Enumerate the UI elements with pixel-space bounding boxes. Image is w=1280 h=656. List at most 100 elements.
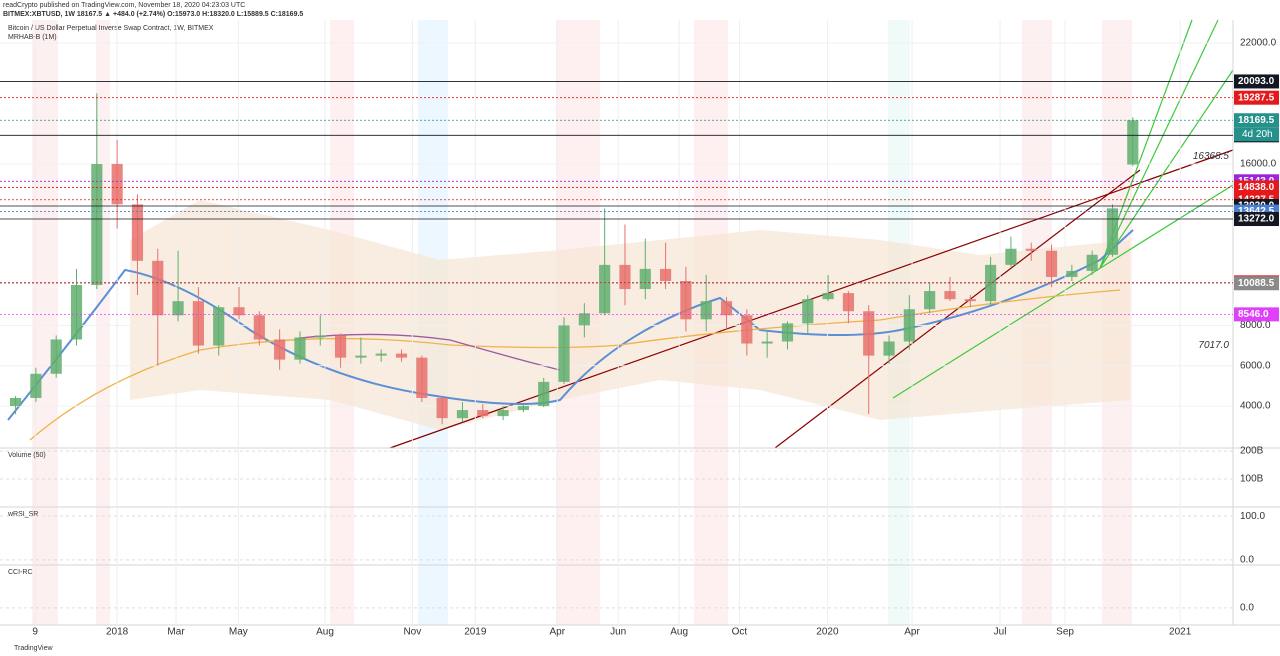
y-tick-label: 22000.0 [1240, 38, 1277, 49]
y-tick-label: 6000.0 [1240, 360, 1271, 371]
candle-body [355, 355, 367, 358]
pane-title: Volume (50) [8, 452, 46, 459]
candle-body [924, 291, 936, 310]
x-tick-label: Apr [904, 627, 920, 638]
footer: TradingView [14, 645, 53, 652]
candle-body [781, 323, 794, 342]
pane-title: CCI-RC [8, 569, 33, 576]
x-tick-label: 2021 [1169, 627, 1192, 638]
candle-body [1106, 208, 1119, 255]
candle-body [9, 397, 22, 407]
y-tick-label: 16000.0 [1240, 159, 1277, 170]
price-level-label: 18169.5 [1238, 115, 1275, 126]
candle-body [294, 337, 306, 360]
annotation: 7017.0 [1198, 340, 1229, 351]
candle-body [1086, 254, 1098, 271]
y-tick-label: 200B [1240, 446, 1264, 457]
candle-body [436, 397, 448, 419]
candle-body [416, 357, 428, 398]
chart-subtitle: MRHAB-B (1M) [8, 34, 57, 41]
y-tick-label: 100.0 [1240, 511, 1265, 522]
candle-body [91, 164, 103, 286]
x-tick-label: 2020 [816, 627, 839, 638]
candle-body [1025, 248, 1037, 251]
y-tick-label: 0.0 [1240, 555, 1254, 566]
chart-title: Bitcoin / US Dollar Perpetual Inverse Sw… [8, 25, 214, 32]
y-tick-label: 4000.0 [1240, 401, 1271, 412]
x-tick-label: Jun [610, 627, 626, 638]
candle-body [274, 339, 286, 360]
countdown: 4d 20h [1242, 129, 1273, 140]
x-tick-label: May [229, 627, 248, 638]
candle-body [375, 353, 387, 356]
candle-body [233, 307, 245, 316]
candle-body [213, 307, 225, 346]
price-level-label: 13642.5 [1238, 206, 1275, 217]
x-tick-label: 2019 [464, 627, 487, 638]
price-level-box [1234, 276, 1279, 291]
pane-borders [0, 20, 1280, 626]
candle-body [253, 315, 265, 340]
y-tick-label: 0.0 [1240, 602, 1254, 613]
price-level-box [1234, 74, 1279, 89]
y-tick-label: 8000.0 [1240, 320, 1271, 331]
candle-body [802, 299, 814, 324]
candle-body [538, 381, 550, 407]
x-tick-label: Nov [403, 627, 421, 638]
candle-body [517, 406, 529, 411]
x-tick-label: Aug [316, 627, 334, 638]
x-tick-label: Sep [1056, 627, 1074, 638]
price-level-label: 19287.5 [1238, 92, 1275, 103]
candle-body [192, 301, 204, 346]
candle-body [30, 373, 42, 398]
candle-body [639, 268, 651, 290]
annotation: 16368.5 [1193, 151, 1230, 162]
candle-body [741, 315, 753, 344]
price-level-box [1234, 180, 1279, 195]
x-tick-label: Oct [732, 627, 748, 638]
price-level-label: 14838.0 [1238, 182, 1275, 193]
price-level-box [1234, 307, 1279, 322]
price-level-box [1234, 90, 1279, 105]
candle-body [883, 341, 895, 356]
candle-body [497, 410, 509, 417]
price-level-label: 20093.0 [1238, 76, 1275, 87]
pane-title: wRSI_SR [7, 511, 38, 518]
candle-body [111, 164, 123, 205]
x-tick-label: Mar [167, 627, 185, 638]
price-level-box [1234, 113, 1279, 128]
candle-body [578, 313, 590, 326]
candle-body [395, 353, 408, 358]
candle-body [619, 264, 631, 290]
cloud [130, 200, 1130, 430]
candle-body [964, 299, 976, 302]
publisher: readCrypto published on TradingView.com,… [3, 2, 245, 9]
candle-body [822, 293, 834, 300]
symbol-line: BITMEX:XBTUSD, 1W 18167.5 ▲ +484.0 (+2.7… [3, 11, 303, 18]
price-level-box [1234, 212, 1279, 227]
price-level-label: 8546.0 [1238, 309, 1269, 320]
price-level-label: 10088.5 [1238, 278, 1275, 289]
candle-body [152, 260, 164, 316]
x-tick-label: 2018 [106, 627, 129, 638]
candle-body [1005, 248, 1017, 265]
price-level-label: 13272.0 [1238, 214, 1275, 225]
candle-body [700, 301, 712, 320]
candle-body [558, 325, 570, 382]
countdown-box [1234, 127, 1279, 142]
candle-body [660, 268, 672, 281]
candle-body [456, 410, 469, 419]
candle-body [50, 339, 62, 374]
x-tick-label: Apr [549, 627, 565, 638]
candle-body [680, 280, 692, 320]
candle-body [720, 301, 733, 316]
candle-body [761, 341, 773, 344]
candle-body [131, 204, 144, 261]
candle-body [1045, 250, 1058, 277]
candle-body [599, 264, 611, 314]
candle-body [70, 285, 83, 340]
x-tick-label: Jul [994, 627, 1007, 638]
candle-body [842, 293, 854, 312]
candle-body [1127, 120, 1139, 165]
